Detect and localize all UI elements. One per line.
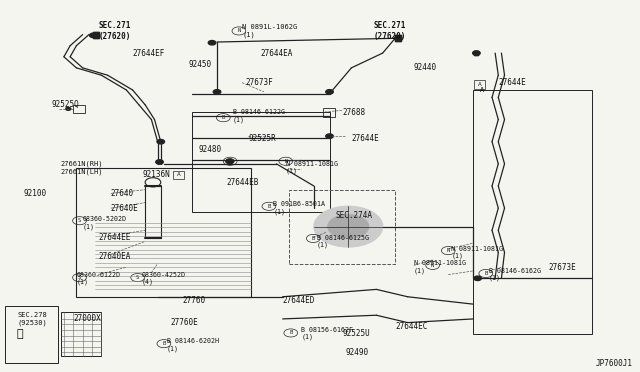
Text: B: B [221, 115, 225, 120]
Text: B: B [163, 341, 166, 346]
Text: N: N [284, 159, 287, 164]
Text: N: N [431, 263, 435, 268]
Text: 🔧: 🔧 [17, 329, 24, 339]
Circle shape [326, 134, 333, 138]
Text: 27640EA: 27640EA [99, 251, 131, 261]
Text: 08360-6122D
(1): 08360-6122D (1) [76, 272, 120, 285]
Text: 92136N: 92136N [142, 170, 170, 179]
Text: B: B [268, 204, 271, 209]
Text: A: A [177, 173, 180, 177]
Text: 27673F: 27673F [245, 78, 273, 87]
Text: N: N [447, 248, 450, 253]
Bar [323, 109, 335, 116]
Text: N 0891L-1062G
(1): N 0891L-1062G (1) [242, 24, 297, 38]
Text: 08360-5202D
(1): 08360-5202D (1) [83, 216, 127, 230]
Text: 27760: 27760 [182, 296, 206, 305]
Text: JP7600J1: JP7600J1 [595, 359, 632, 368]
Text: N 08911-1081G
(1): N 08911-1081G (1) [286, 161, 338, 174]
Text: S: S [136, 275, 140, 280]
Text: SEC.271
(27620): SEC.271 (27620) [373, 21, 406, 41]
Circle shape [326, 90, 333, 94]
Circle shape [328, 214, 369, 239]
Text: B 08146-6122G
(1): B 08146-6122G (1) [233, 109, 285, 123]
Text: 27000X: 27000X [73, 314, 101, 323]
Circle shape [90, 33, 97, 38]
Circle shape [213, 90, 221, 94]
Text: B: B [312, 236, 315, 241]
Text: 27640: 27640 [111, 189, 134, 198]
Text: S: S [78, 275, 81, 280]
Text: 27644EE: 27644EE [99, 233, 131, 242]
Bar [4, 306, 58, 363]
Text: 92490: 92490 [345, 348, 368, 357]
Bar [145, 186, 161, 238]
Text: 27644E: 27644E [351, 134, 379, 142]
Text: 27644EC: 27644EC [395, 322, 428, 331]
Circle shape [66, 108, 71, 110]
Text: B 08146-6162G
(1): B 08146-6162G (1) [489, 268, 541, 281]
Text: B 091B6-8501A
(1): B 091B6-8501A (1) [273, 201, 325, 215]
Bar [289, 190, 395, 263]
Text: N: N [237, 28, 241, 33]
Text: A: A [479, 87, 484, 93]
Text: B 08146-6202H
(1): B 08146-6202H (1) [167, 338, 219, 352]
Text: N 08911-1081G
(1): N 08911-1081G (1) [414, 260, 466, 274]
Bar [76, 167, 252, 297]
Text: 92525U: 92525U [342, 329, 370, 338]
Bar [173, 171, 184, 179]
Text: 92480: 92480 [198, 145, 221, 154]
Bar [73, 105, 84, 113]
Text: N 08911-1081G
(1): N 08911-1081G (1) [451, 246, 504, 259]
Text: 27644ED: 27644ED [283, 296, 315, 305]
Text: 27661N(RH)
27661N(LH): 27661N(RH) 27661N(LH) [61, 161, 103, 174]
Text: 27673E: 27673E [548, 263, 576, 272]
Circle shape [394, 36, 402, 41]
Bar [192, 112, 330, 212]
Circle shape [227, 159, 234, 163]
Text: A: A [477, 82, 481, 87]
Text: B 08146-6125G
(1): B 08146-6125G (1) [317, 235, 369, 248]
Text: B: B [484, 271, 488, 276]
Text: SEC.271
(27620): SEC.271 (27620) [99, 21, 131, 41]
Bar [474, 90, 592, 334]
Text: B 08156-6162F
(1): B 08156-6162F (1) [301, 327, 353, 340]
Text: 27760E: 27760E [170, 318, 198, 327]
Text: 27644EA: 27644EA [260, 49, 293, 58]
Text: 27640E: 27640E [111, 203, 138, 213]
Text: 92450: 92450 [189, 60, 212, 69]
Text: 92440: 92440 [414, 63, 437, 72]
Bar [474, 80, 485, 89]
Circle shape [474, 276, 481, 280]
Text: 27644EF: 27644EF [132, 49, 165, 58]
Circle shape [156, 160, 163, 164]
Text: 27644E: 27644E [499, 78, 526, 87]
Text: SEC.278
(92530): SEC.278 (92530) [17, 312, 47, 326]
Text: 92525R: 92525R [248, 134, 276, 142]
Circle shape [473, 51, 480, 55]
Bar [61, 311, 101, 356]
Circle shape [208, 41, 216, 45]
Text: 27644EB: 27644EB [227, 178, 259, 187]
Circle shape [314, 206, 383, 247]
Text: 27688: 27688 [342, 108, 365, 117]
Text: SEC.274A: SEC.274A [336, 211, 372, 220]
Circle shape [226, 159, 233, 163]
Circle shape [157, 140, 164, 144]
Text: 92525Q: 92525Q [51, 100, 79, 109]
Text: B: B [289, 330, 292, 336]
Text: S: S [78, 218, 81, 223]
Text: 92100: 92100 [23, 189, 46, 198]
Text: 08360-4252D
(4): 08360-4252D (4) [142, 272, 186, 285]
